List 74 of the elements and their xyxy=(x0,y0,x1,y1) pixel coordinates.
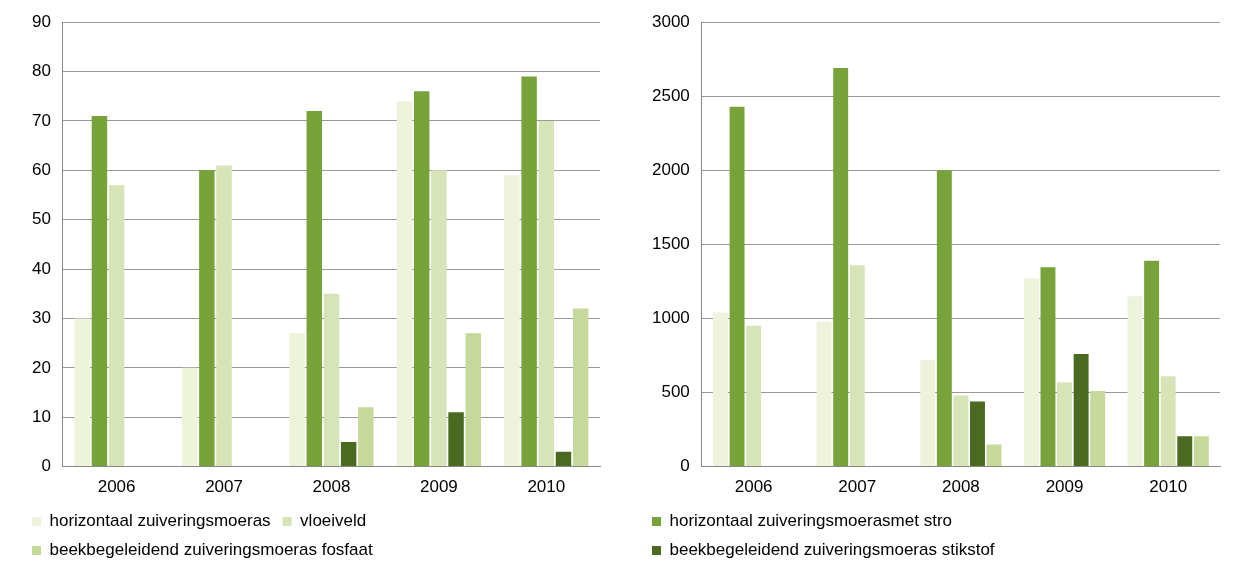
bar xyxy=(572,308,589,467)
x-tick-label: 2008 xyxy=(312,477,351,497)
bar xyxy=(504,175,520,467)
y-tick-label: 2500 xyxy=(651,85,690,105)
y-tick-label: 1000 xyxy=(651,308,690,328)
y-tick-label: 10 xyxy=(31,406,51,426)
bar xyxy=(1193,436,1209,467)
bar xyxy=(108,185,125,467)
x-tick-label: 2010 xyxy=(1149,477,1188,497)
bar xyxy=(1090,391,1106,467)
bar xyxy=(340,441,357,467)
x-tick-label: 2007 xyxy=(205,477,243,497)
y-tick-label: 50 xyxy=(31,209,51,229)
bar xyxy=(448,412,464,467)
y-tick-label: 70 xyxy=(31,110,51,130)
y-tick-label: 1500 xyxy=(651,234,690,254)
y-tick-label: 500 xyxy=(661,382,690,402)
bar xyxy=(1160,376,1176,467)
bar xyxy=(91,116,108,467)
bar xyxy=(713,312,728,467)
bar xyxy=(1177,436,1193,467)
bar xyxy=(746,325,762,467)
bar xyxy=(816,321,832,467)
legend-label: horizontaal zuiveringsmoerasmet stro xyxy=(669,511,953,531)
bar xyxy=(74,318,90,467)
bar xyxy=(833,68,849,467)
bar xyxy=(1127,296,1143,467)
bar xyxy=(920,359,936,467)
y-tick-label: 3000 xyxy=(651,11,690,31)
bar xyxy=(970,401,985,467)
bar xyxy=(396,101,413,467)
bar xyxy=(1057,382,1073,467)
bar xyxy=(849,265,865,467)
bar xyxy=(431,170,447,467)
y-tick-label: 60 xyxy=(31,160,51,180)
legend-label: beekbegeleidend zuiveringsmoeras stikstof xyxy=(669,540,995,560)
bar xyxy=(1040,267,1056,467)
bar xyxy=(216,165,232,467)
bar xyxy=(181,367,198,467)
y-tick-label: 80 xyxy=(31,61,51,81)
x-tick-label: 2006 xyxy=(734,477,773,497)
x-tick-label: 2006 xyxy=(97,477,136,497)
legend-label: vloeiveld xyxy=(300,511,367,531)
bar xyxy=(1023,278,1039,467)
x-tick-label: 2007 xyxy=(838,477,877,497)
bar xyxy=(1144,260,1160,467)
bar xyxy=(936,170,952,467)
y-tick-label: 2000 xyxy=(651,160,690,180)
legend-label: beekbegeleidend zuiveringsmoeras fosfaat xyxy=(49,540,373,560)
bar xyxy=(465,333,481,467)
bar xyxy=(289,333,305,467)
bar xyxy=(538,120,555,467)
bar xyxy=(555,451,572,467)
x-tick-label: 2008 xyxy=(942,477,980,497)
y-tick-label: 40 xyxy=(31,258,51,278)
y-tick-label: 20 xyxy=(31,357,51,377)
bar xyxy=(323,293,340,467)
y-tick-label: 0 xyxy=(680,456,690,476)
y-tick-label: 90 xyxy=(31,11,51,31)
y-tick-label: 0 xyxy=(41,456,51,476)
bar xyxy=(413,91,430,467)
bar xyxy=(1073,354,1089,467)
x-tick-label: 2010 xyxy=(527,477,566,497)
bar xyxy=(358,407,374,467)
bar xyxy=(306,111,322,467)
bar xyxy=(986,444,1002,467)
bar xyxy=(199,170,215,467)
legend-label: horizontaal zuiveringsmoeras xyxy=(49,511,271,531)
y-tick-label: 30 xyxy=(31,308,51,328)
bar xyxy=(729,106,745,467)
x-tick-label: 2009 xyxy=(1045,477,1084,497)
x-tick-label: 2009 xyxy=(419,477,458,497)
bar xyxy=(521,76,537,467)
bar xyxy=(953,395,969,467)
